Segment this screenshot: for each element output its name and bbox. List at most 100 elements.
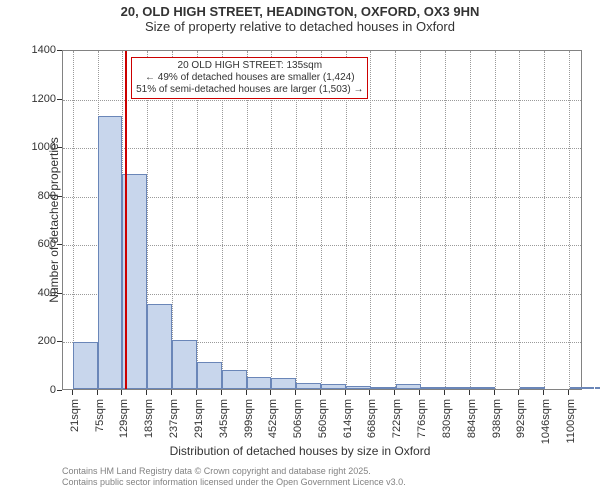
gridline-v xyxy=(445,51,446,389)
x-tick-label: 1046sqm xyxy=(534,399,552,444)
y-tick-mark xyxy=(57,147,62,148)
gridline-v xyxy=(73,51,74,389)
histogram-bar xyxy=(271,378,296,389)
y-tick-mark xyxy=(57,50,62,51)
attribution: Contains HM Land Registry data © Crown c… xyxy=(62,466,406,488)
histogram-bar xyxy=(247,377,272,389)
gridline-v xyxy=(370,51,371,389)
plot-area: 20 OLD HIGH STREET: 135sqm ← 49% of deta… xyxy=(62,50,582,390)
histogram-bar xyxy=(222,370,247,389)
x-tick-label: 129sqm xyxy=(112,399,130,438)
x-tick-mark xyxy=(196,390,197,395)
x-tick-label: 345sqm xyxy=(212,399,230,438)
gridline-v xyxy=(172,51,173,389)
x-tick-mark xyxy=(146,390,147,395)
x-tick-label: 75sqm xyxy=(88,399,106,432)
y-tick-mark xyxy=(57,390,62,391)
x-tick-mark xyxy=(469,390,470,395)
x-tick-label: 183sqm xyxy=(137,399,155,438)
x-tick-mark xyxy=(320,390,321,395)
gridline-v xyxy=(470,51,471,389)
x-axis-label: Distribution of detached houses by size … xyxy=(0,444,600,458)
x-tick-mark xyxy=(171,390,172,395)
x-tick-label: 399sqm xyxy=(237,399,255,438)
x-tick-mark xyxy=(394,390,395,395)
histogram-bar xyxy=(520,387,545,389)
callout-line3: 51% of semi-detached houses are larger (… xyxy=(136,84,363,96)
histogram-bar xyxy=(470,387,495,389)
x-tick-label: 992sqm xyxy=(509,399,527,438)
histogram-bar xyxy=(421,387,446,389)
x-tick-mark xyxy=(494,390,495,395)
gridline-v xyxy=(321,51,322,389)
histogram-bar xyxy=(73,342,98,389)
histogram-bar xyxy=(396,384,421,389)
attribution-line2: Contains public sector information licen… xyxy=(62,477,406,488)
x-tick-label: 938sqm xyxy=(485,399,503,438)
gridline-v xyxy=(346,51,347,389)
gridline-v xyxy=(519,51,520,389)
histogram-bar xyxy=(98,116,123,389)
callout-line1: 20 OLD HIGH STREET: 135sqm xyxy=(136,60,363,72)
gridline-h xyxy=(63,148,581,149)
histogram-bar xyxy=(172,340,197,389)
x-tick-label: 452sqm xyxy=(261,399,279,438)
gridline-h xyxy=(63,100,581,101)
gridline-v xyxy=(544,51,545,389)
y-tick-mark xyxy=(57,341,62,342)
histogram-bar xyxy=(570,387,595,389)
x-tick-label: 1100sqm xyxy=(559,399,577,443)
property-marker-line xyxy=(125,51,127,389)
gridline-v xyxy=(495,51,496,389)
x-tick-mark xyxy=(518,390,519,395)
chart-title-line1: 20, OLD HIGH STREET, HEADINGTON, OXFORD,… xyxy=(0,4,600,20)
x-tick-mark xyxy=(369,390,370,395)
x-tick-label: 21sqm xyxy=(63,399,81,432)
histogram-bar xyxy=(321,384,346,389)
x-tick-label: 776sqm xyxy=(410,399,428,438)
x-tick-label: 884sqm xyxy=(460,399,478,438)
x-tick-mark xyxy=(568,390,569,395)
x-tick-label: 291sqm xyxy=(187,399,205,438)
x-tick-mark xyxy=(246,390,247,395)
y-tick-mark xyxy=(57,99,62,100)
x-tick-mark xyxy=(295,390,296,395)
gridline-v xyxy=(420,51,421,389)
histogram-bar xyxy=(595,387,600,389)
gridline-v xyxy=(296,51,297,389)
x-tick-label: 237sqm xyxy=(162,399,180,438)
x-tick-mark xyxy=(345,390,346,395)
gridline-v xyxy=(222,51,223,389)
chart-title-line2: Size of property relative to detached ho… xyxy=(0,19,600,35)
histogram-bar xyxy=(197,362,222,389)
x-tick-mark xyxy=(444,390,445,395)
y-tick-mark xyxy=(57,196,62,197)
gridline-v xyxy=(197,51,198,389)
x-tick-mark xyxy=(121,390,122,395)
x-tick-label: 614sqm xyxy=(336,399,354,438)
histogram-bar xyxy=(296,383,321,389)
gridline-v xyxy=(395,51,396,389)
x-tick-label: 560sqm xyxy=(311,399,329,438)
gridline-v xyxy=(247,51,248,389)
histogram-bar xyxy=(346,386,371,389)
callout-line2: ← 49% of detached houses are smaller (1,… xyxy=(136,72,363,84)
x-tick-mark xyxy=(221,390,222,395)
histogram-bar xyxy=(445,387,470,389)
y-tick-mark xyxy=(57,244,62,245)
histogram-bar xyxy=(371,387,396,389)
callout-box: 20 OLD HIGH STREET: 135sqm ← 49% of deta… xyxy=(131,57,368,99)
x-tick-label: 668sqm xyxy=(360,399,378,438)
x-tick-mark xyxy=(270,390,271,395)
x-tick-mark xyxy=(72,390,73,395)
x-tick-mark xyxy=(543,390,544,395)
x-tick-mark xyxy=(97,390,98,395)
gridline-v xyxy=(271,51,272,389)
gridline-v xyxy=(569,51,570,389)
x-tick-mark xyxy=(419,390,420,395)
histogram-bar xyxy=(147,304,172,389)
figure: 20, OLD HIGH STREET, HEADINGTON, OXFORD,… xyxy=(0,0,600,500)
x-tick-label: 722sqm xyxy=(385,399,403,438)
y-axis-label: Number of detached properties xyxy=(47,137,61,302)
attribution-line1: Contains HM Land Registry data © Crown c… xyxy=(62,466,406,477)
